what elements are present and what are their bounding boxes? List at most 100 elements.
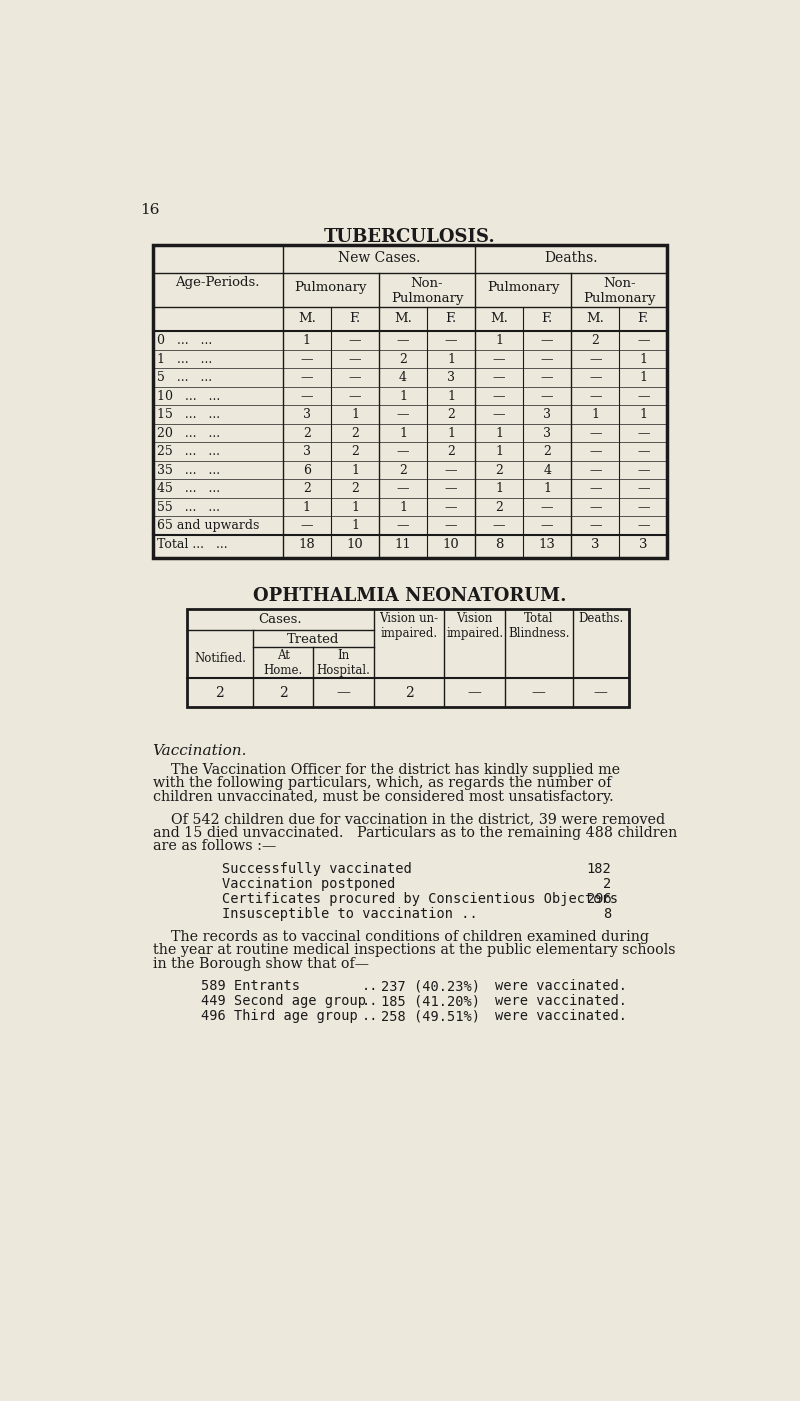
Text: 15   ...   ...: 15 ... ... [158, 408, 221, 422]
Text: —: — [541, 500, 554, 514]
Text: —: — [541, 389, 554, 403]
Text: The Vaccination Officer for the district has kindly supplied me: The Vaccination Officer for the district… [153, 762, 620, 776]
Text: 10: 10 [442, 538, 459, 552]
Text: 1: 1 [591, 408, 599, 422]
Text: —: — [637, 389, 650, 403]
Text: 1: 1 [639, 353, 647, 366]
Text: —: — [397, 520, 410, 532]
Text: Non-
Pulmonary: Non- Pulmonary [391, 276, 463, 304]
Text: 1: 1 [399, 427, 407, 440]
Text: 2: 2 [495, 500, 503, 514]
Text: children unvaccinated, must be considered most unsatisfactory.: children unvaccinated, must be considere… [153, 790, 614, 804]
Text: with the following particulars, which, as regards the number of: with the following particulars, which, a… [153, 776, 611, 790]
Text: 1: 1 [447, 427, 455, 440]
Text: 8: 8 [603, 906, 611, 920]
Text: 2: 2 [603, 877, 611, 891]
Text: 10: 10 [346, 538, 363, 552]
Text: 2: 2 [215, 685, 224, 699]
Text: —: — [301, 353, 313, 366]
Text: 2: 2 [351, 427, 359, 440]
Text: In
Hospital.: In Hospital. [317, 650, 370, 677]
Text: —: — [445, 464, 458, 476]
Text: 296: 296 [586, 892, 611, 906]
Text: Certificates procured by Conscientious Objectors: Certificates procured by Conscientious O… [222, 892, 618, 906]
Text: 4: 4 [399, 371, 407, 384]
Text: 25   ...   ...: 25 ... ... [158, 446, 220, 458]
Text: —: — [589, 464, 602, 476]
Text: 1: 1 [495, 482, 503, 496]
Text: Deaths.: Deaths. [545, 251, 598, 265]
Text: are as follows :—: are as follows :— [153, 839, 276, 853]
Text: —: — [301, 389, 313, 403]
Text: 3: 3 [303, 446, 311, 458]
Text: 1: 1 [351, 520, 359, 532]
Text: 1: 1 [495, 335, 503, 347]
Text: Insusceptible to vaccination ..: Insusceptible to vaccination .. [222, 906, 478, 920]
Text: 2: 2 [399, 464, 407, 476]
Text: M.: M. [394, 312, 412, 325]
Text: Vaccination.: Vaccination. [153, 744, 247, 758]
Text: —: — [589, 371, 602, 384]
Text: —: — [397, 482, 410, 496]
Text: —: — [493, 520, 506, 532]
Text: —: — [301, 520, 313, 532]
Text: 1: 1 [639, 371, 647, 384]
Text: 496 Third age group: 496 Third age group [201, 1009, 358, 1023]
Text: Of 542 children due for vaccination in the district, 39 were removed: Of 542 children due for vaccination in t… [153, 813, 665, 827]
Text: —: — [337, 685, 350, 699]
Text: Total ...   ...: Total ... ... [158, 538, 228, 552]
Text: 2: 2 [399, 353, 407, 366]
Text: —: — [301, 371, 313, 384]
Text: —: — [532, 685, 546, 699]
Text: —: — [397, 446, 410, 458]
Text: —: — [445, 335, 458, 347]
Text: —: — [397, 408, 410, 422]
Text: —: — [637, 500, 650, 514]
Text: F.: F. [446, 312, 457, 325]
Text: —: — [493, 389, 506, 403]
Text: 3: 3 [543, 427, 551, 440]
Text: ..: .. [362, 979, 378, 993]
Text: —: — [445, 482, 458, 496]
Text: 1: 1 [399, 500, 407, 514]
Text: were vaccinated.: were vaccinated. [495, 979, 627, 993]
Text: —: — [541, 371, 554, 384]
Text: 3: 3 [303, 408, 311, 422]
Text: Treated: Treated [287, 633, 340, 646]
Text: New Cases.: New Cases. [338, 251, 420, 265]
Text: 8: 8 [495, 538, 503, 552]
Text: 10   ...   ...: 10 ... ... [158, 389, 221, 403]
Text: The records as to vaccinal conditions of children examined during: The records as to vaccinal conditions of… [153, 930, 649, 944]
Text: —: — [589, 353, 602, 366]
Text: 589 Entrants: 589 Entrants [201, 979, 300, 993]
Text: —: — [637, 520, 650, 532]
Text: 2: 2 [591, 335, 599, 347]
Text: 1: 1 [639, 408, 647, 422]
Text: 1: 1 [351, 500, 359, 514]
Text: —: — [493, 353, 506, 366]
Text: 3: 3 [591, 538, 599, 552]
Text: Non-
Pulmonary: Non- Pulmonary [583, 276, 655, 304]
Text: 182: 182 [586, 862, 611, 876]
Text: —: — [637, 427, 650, 440]
Text: 3: 3 [447, 371, 455, 384]
Text: At
Home.: At Home. [264, 650, 303, 677]
Text: 258 (49.51%): 258 (49.51%) [382, 1009, 480, 1023]
Text: —: — [541, 335, 554, 347]
Text: Total
Blindness.: Total Blindness. [508, 612, 570, 640]
Text: M.: M. [586, 312, 604, 325]
Text: 2: 2 [351, 482, 359, 496]
Text: 3: 3 [639, 538, 647, 552]
Text: 35   ...   ...: 35 ... ... [158, 464, 221, 476]
Text: —: — [349, 389, 362, 403]
Text: 1: 1 [543, 482, 551, 496]
Text: —: — [589, 446, 602, 458]
Text: —: — [589, 389, 602, 403]
Text: —: — [397, 335, 410, 347]
Text: 13: 13 [538, 538, 556, 552]
Text: ..: .. [362, 1009, 378, 1023]
Text: F.: F. [542, 312, 553, 325]
Text: 237 (40.23%): 237 (40.23%) [382, 979, 480, 993]
Text: in the Borough show that of—: in the Borough show that of— [153, 957, 369, 971]
Text: 18: 18 [298, 538, 315, 552]
